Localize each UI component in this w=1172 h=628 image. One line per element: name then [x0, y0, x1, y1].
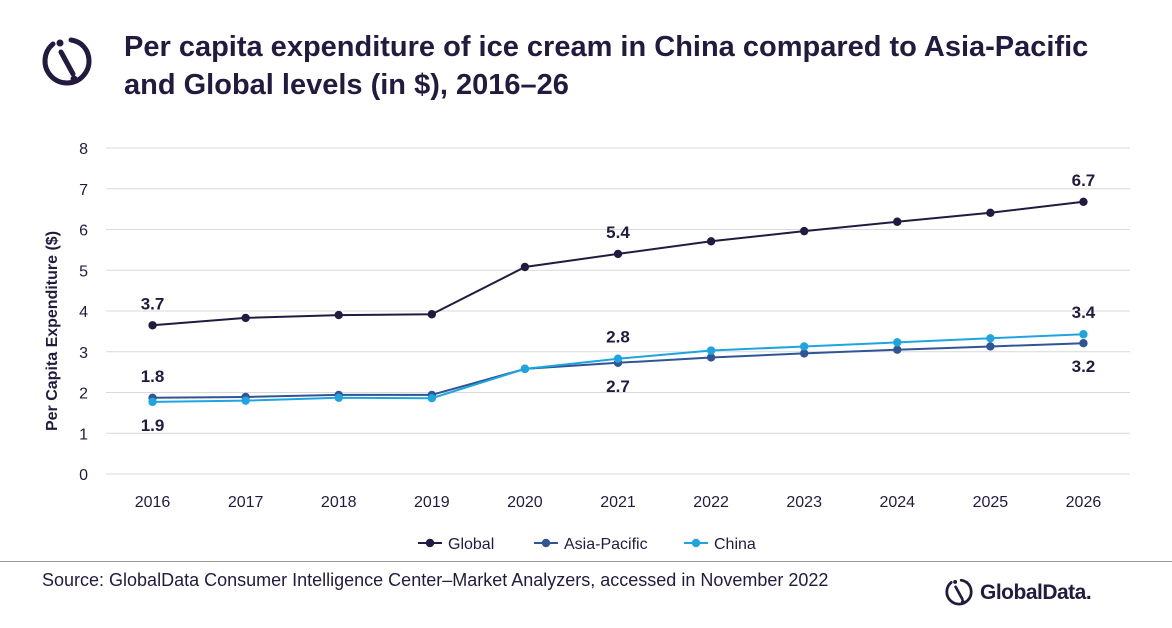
data-label: 1.9 [141, 416, 165, 435]
data-point [334, 310, 343, 320]
x-tick-label: 2016 [135, 494, 171, 511]
y-tick-label: 7 [79, 182, 88, 199]
chart-title: Per capita expenditure of ice cream in C… [124, 31, 1089, 101]
data-point [148, 321, 157, 330]
x-tick-label: 2024 [879, 494, 915, 511]
y-tick-label: 6 [79, 223, 88, 240]
x-tick-label: 2017 [228, 494, 264, 511]
y-tick-label: 4 [79, 304, 88, 321]
data-point [1079, 197, 1088, 206]
data-point [613, 249, 623, 259]
y-tick-label: 1 [79, 426, 88, 443]
data-point [334, 393, 343, 402]
y-tick-label: 2 [79, 386, 88, 403]
data-point [1079, 330, 1088, 339]
data-label: 3.2 [1072, 357, 1096, 376]
legend-marker [425, 538, 435, 548]
data-point [986, 342, 995, 351]
data-point [706, 346, 716, 355]
data-point [241, 396, 250, 405]
y-tick-label: 8 [79, 141, 88, 158]
data-label: 5.4 [606, 223, 630, 242]
x-tick-label: 2026 [1066, 494, 1102, 511]
x-tick-label: 2019 [414, 494, 450, 511]
data-point [427, 394, 437, 403]
data-point [893, 345, 902, 354]
data-point [148, 397, 157, 407]
data-point [1079, 338, 1088, 348]
globaldata-logo-icon [945, 578, 973, 606]
data-point [893, 217, 902, 226]
data-point [706, 353, 716, 362]
data-point [893, 338, 902, 347]
data-point [706, 237, 716, 246]
legend-label: China [714, 536, 756, 553]
x-tick-label: 2022 [693, 494, 729, 511]
x-tick-label: 2018 [321, 494, 357, 511]
x-tick-label: 2023 [786, 494, 822, 511]
series-line-global [152, 200, 1084, 327]
brand-logo: GlobalData. [944, 577, 1092, 609]
data-point [520, 262, 530, 272]
legend-label: Asia-Pacific [564, 536, 648, 553]
data-point [613, 354, 623, 363]
source-note: Source: GlobalData Consumer Intelligence… [42, 570, 829, 590]
data-point [799, 349, 809, 358]
data-label: 2.8 [606, 328, 630, 347]
legend-marker [691, 538, 701, 548]
y-tick-label: 0 [79, 467, 88, 484]
data-label: 3.7 [141, 294, 165, 313]
data-label: 6.7 [1072, 171, 1096, 190]
data-point [427, 310, 437, 319]
legend-label: Global [448, 536, 494, 553]
data-label: 2.7 [606, 377, 630, 396]
data-point [799, 342, 809, 351]
data-label: 1.8 [141, 367, 165, 386]
data-point [986, 334, 995, 343]
footer-divider [0, 561, 1172, 562]
y-axis-title: Per Capita Expenditure ($) [44, 231, 61, 431]
x-tick-label: 2020 [507, 494, 543, 511]
y-tick-label: 3 [79, 345, 88, 362]
x-tick-label: 2025 [973, 494, 1009, 511]
brand-name: GlobalData. [980, 581, 1092, 604]
y-tick-label: 5 [79, 263, 88, 280]
data-point [520, 364, 530, 374]
data-label: 3.4 [1072, 303, 1096, 322]
globaldata-logo-icon [42, 37, 92, 86]
legend-marker [541, 538, 551, 548]
x-tick-label: 2021 [600, 494, 636, 511]
line-chart: 0 1 2 3 4 5 6 7 8 Per Capita Expenditure ($) 2016 2… [44, 141, 1130, 553]
data-point [799, 226, 809, 236]
data-point [986, 208, 995, 217]
data-point [241, 313, 250, 323]
